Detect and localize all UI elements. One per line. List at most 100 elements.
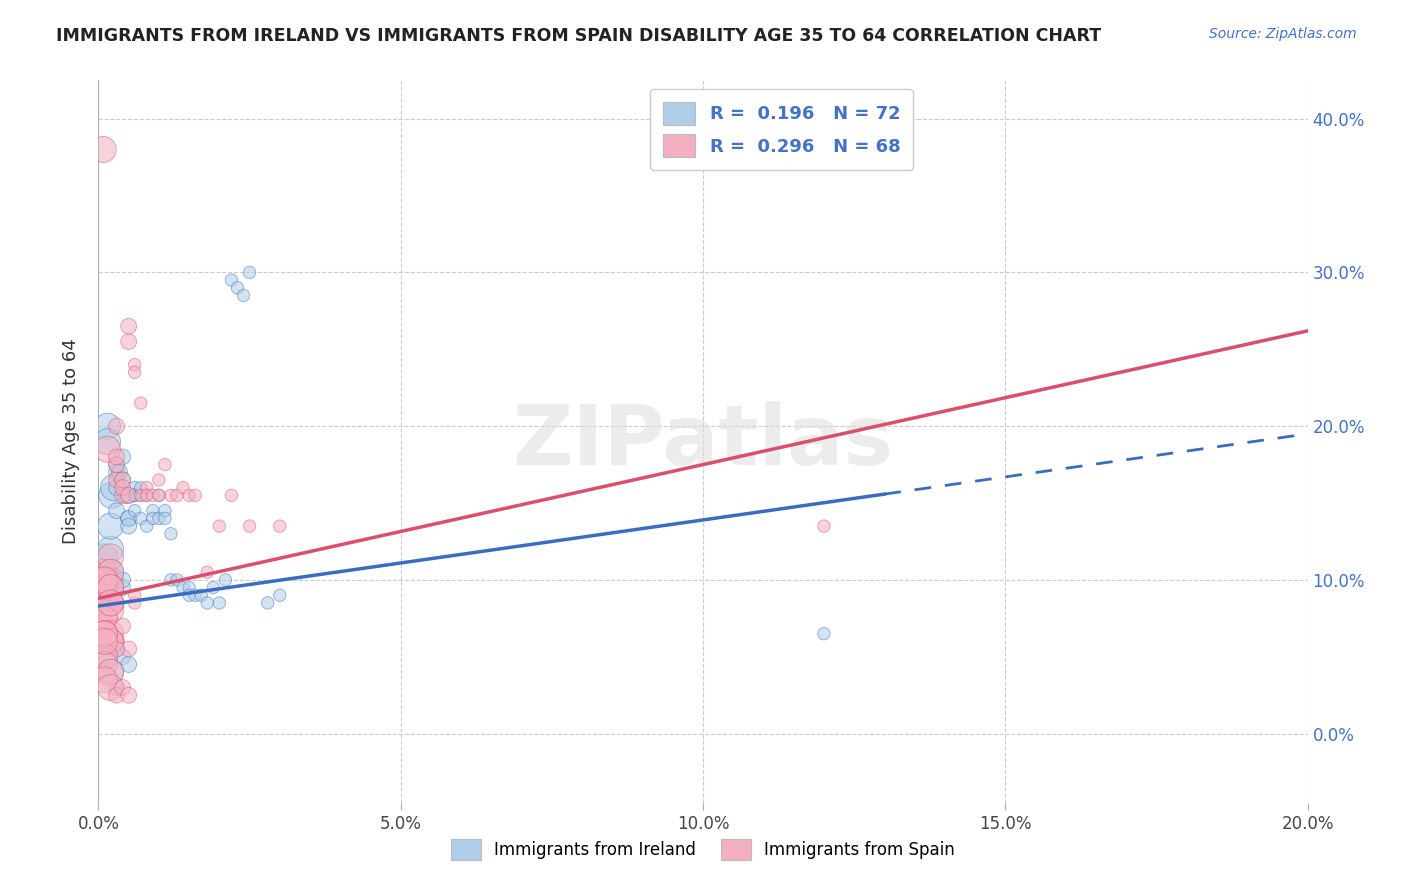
Point [142,504,165,518]
Point [100,581,122,595]
Point [166,573,188,587]
Point [269,519,291,533]
Point [93,649,115,664]
Point [105,473,128,487]
Point [172,581,194,595]
Legend: Immigrants from Ireland, Immigrants from Spain: Immigrants from Ireland, Immigrants from… [444,832,962,867]
Point [256,596,278,610]
Point [111,473,134,487]
Point [118,488,141,502]
Point [93,565,115,579]
Point [232,288,254,302]
Point [105,419,128,434]
Point [208,596,231,610]
Point [100,681,122,695]
Point [93,657,115,672]
Point [93,581,115,595]
Point [93,596,115,610]
Point [93,673,115,687]
Point [142,511,165,525]
Point [108,465,131,479]
Point [100,634,122,648]
Point [93,649,115,664]
Point [105,458,128,472]
Point [105,465,128,479]
Point [96,588,118,602]
Point [179,488,201,502]
Point [100,665,122,680]
Point [100,549,122,564]
Point [172,481,194,495]
Point [105,634,128,648]
Point [105,450,128,464]
Point [129,488,152,502]
Point [94,573,117,587]
Point [813,519,835,533]
Point [93,549,115,564]
Point [93,596,115,610]
Point [93,588,115,602]
Point [105,458,128,472]
Point [96,442,118,457]
Point [153,458,176,472]
Point [184,588,207,602]
Point [148,511,170,525]
Point [105,642,128,657]
Point [190,588,212,602]
Point [93,573,115,587]
Point [124,504,146,518]
Point [105,688,128,702]
Point [221,273,243,287]
Point [114,488,136,502]
Point [100,565,122,579]
Point [91,143,114,157]
Point [118,334,141,349]
Point [93,626,115,640]
Point [135,519,157,533]
Point [93,634,115,648]
Point [100,626,122,640]
Point [148,488,170,502]
Point [208,519,231,533]
Point [195,565,218,579]
Point [111,473,134,487]
Point [111,488,134,502]
Point [153,504,176,518]
Point [100,581,122,595]
Point [118,688,141,702]
Point [148,488,170,502]
Point [135,488,157,502]
Point [93,626,115,640]
Point [118,642,141,657]
Point [214,573,236,587]
Point [100,634,122,648]
Text: IMMIGRANTS FROM IRELAND VS IMMIGRANTS FROM SPAIN DISABILITY AGE 35 TO 64 CORRELA: IMMIGRANTS FROM IRELAND VS IMMIGRANTS FR… [56,27,1101,45]
Point [124,488,146,502]
Point [221,488,243,502]
Point [105,642,128,657]
Point [118,519,141,533]
Point [100,604,122,618]
Point [100,596,122,610]
Point [124,358,146,372]
Point [129,396,152,410]
Point [105,481,128,495]
Point [100,573,122,587]
Point [226,281,249,295]
Point [239,265,262,279]
Point [239,519,262,533]
Point [96,419,118,434]
Point [93,611,115,625]
Point [135,481,157,495]
Point [160,573,183,587]
Point [124,365,146,379]
Point [124,596,146,610]
Point [100,665,122,680]
Point [105,681,128,695]
Point [153,511,176,525]
Point [129,481,152,495]
Point [160,488,183,502]
Text: Source: ZipAtlas.com: Source: ZipAtlas.com [1209,27,1357,41]
Point [124,488,146,502]
Point [179,581,201,595]
